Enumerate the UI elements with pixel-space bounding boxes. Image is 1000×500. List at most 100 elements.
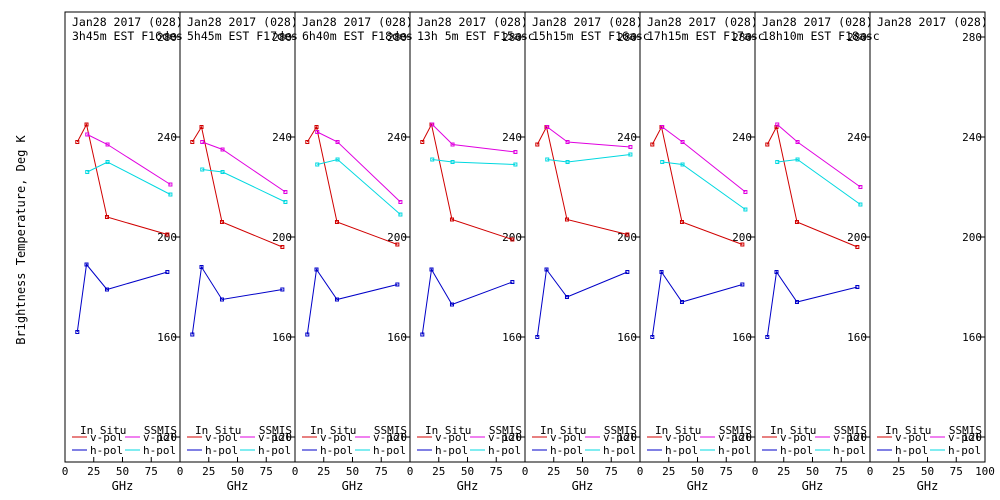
data-point: [545, 125, 550, 129]
legend-label: h-pol: [143, 444, 176, 457]
panel-title-time: 18h10m EST F18asc: [762, 29, 880, 43]
legend-label: v-pol: [373, 431, 406, 444]
legend-label: v-pol: [435, 431, 468, 444]
y-tick-label: 200: [272, 231, 292, 244]
x-tick-label: 25: [547, 465, 560, 478]
legend-label: h-pol: [665, 444, 698, 457]
x-tick-label: 50: [691, 465, 704, 478]
x-tick-label: 75: [605, 465, 618, 478]
legend-header-in-situ: In Situ: [195, 424, 241, 437]
data-point: [335, 140, 340, 144]
y-tick-label: 200: [962, 231, 982, 244]
y-tick-label: 200: [387, 231, 407, 244]
y-tick-label: 200: [617, 231, 637, 244]
legend-label: h-pol: [373, 444, 406, 457]
series-line: [317, 158, 401, 215]
data-point: [219, 297, 224, 302]
series-ssmis-h-pol: [545, 152, 633, 164]
x-tick-label: 75: [835, 465, 848, 478]
legend-header-ssmis: SSMIS: [949, 424, 982, 437]
y-tick-label: 120: [387, 431, 407, 444]
data-point: [679, 220, 684, 224]
x-tick-label: 0: [637, 465, 644, 478]
data-point: [75, 330, 80, 334]
data-point: [165, 270, 170, 274]
data-point: [395, 242, 400, 247]
x-tick-label: 50: [346, 465, 359, 478]
x-tick-label: 25: [432, 465, 445, 478]
legend-label: v-pol: [143, 431, 176, 444]
series-in-situ-v-pol: [765, 125, 860, 249]
data-point: [660, 160, 665, 164]
data-point: [743, 207, 748, 212]
legend-label: h-pol: [90, 444, 123, 457]
data-point: [280, 245, 285, 249]
x-axis-label: GHz: [342, 479, 364, 493]
series-line: [432, 159, 516, 165]
data-point: [334, 297, 339, 302]
series-line: [547, 154, 631, 163]
series-line: [651, 270, 743, 338]
series-line: [536, 268, 628, 338]
legend-header-in-situ: In Situ: [425, 424, 471, 437]
series-line: [306, 268, 398, 335]
data-point: [168, 182, 173, 187]
data-point: [104, 287, 109, 292]
x-axis-label: GHz: [572, 479, 594, 493]
y-axis-label: Brightness Temperature, Deg K: [14, 134, 28, 344]
y-tick-label: 240: [387, 131, 407, 144]
series-in-situ-h-pol: [650, 270, 745, 339]
data-point: [200, 140, 205, 144]
y-tick-label: 160: [502, 331, 522, 344]
data-point: [510, 237, 515, 242]
x-tick-label: 75: [950, 465, 963, 478]
data-point: [450, 160, 455, 164]
panel-title-date: Jan28 2017 (028): [417, 15, 528, 29]
x-tick-label: 0: [292, 465, 299, 478]
legend-label: h-pol: [258, 444, 291, 457]
panel-title-date: Jan28 2017 (028): [302, 15, 413, 29]
data-point: [680, 140, 685, 144]
panel-8: Jan28 2017 (028) 120 160 200 240 280 0 25 50 75 10…: [867, 11, 995, 493]
data-point: [740, 282, 745, 287]
legend-label: h-pol: [320, 444, 353, 457]
data-point: [305, 332, 310, 337]
x-axis-label: GHz: [917, 479, 939, 493]
legend-label: v-pol: [718, 431, 751, 444]
data-point: [84, 122, 89, 127]
x-tick-label: 25: [892, 465, 905, 478]
data-point: [283, 200, 288, 204]
x-axis-label: GHz: [457, 479, 479, 493]
legend-label: h-pol: [435, 444, 468, 457]
x-tick-label: 75: [145, 465, 158, 478]
data-point: [660, 125, 665, 129]
legend-header-ssmis: SSMIS: [259, 424, 292, 437]
series-line: [777, 158, 861, 205]
series-line: [536, 125, 628, 235]
x-tick-label: 0: [752, 465, 759, 478]
legend-label: h-pol: [718, 444, 751, 457]
panel-title-date: Jan28 2017 (028): [647, 15, 758, 29]
legend-label: v-pol: [90, 431, 123, 444]
series-line: [766, 125, 858, 248]
series-ssmis-h-pol: [775, 157, 863, 207]
data-point: [395, 282, 400, 287]
y-tick-label: 160: [387, 331, 407, 344]
panel-title-time: 5h45m EST F17des: [187, 29, 298, 43]
data-point: [398, 200, 403, 204]
data-point: [84, 262, 89, 267]
series-ssmis-h-pol: [315, 157, 403, 217]
data-point: [565, 160, 570, 164]
panel-4: Jan28 2017 (028)13h 5m EST F15asc 120 160 2…: [407, 11, 535, 493]
x-tick-label: 0: [407, 465, 414, 478]
x-tick-label: 0: [867, 465, 874, 478]
panel-title-date: Jan28 2017 (028): [72, 15, 183, 29]
series-line: [776, 124, 861, 188]
legend-label: v-pol: [948, 431, 981, 444]
series-ssmis-v-pol: [430, 122, 518, 154]
x-tick-label: 50: [806, 465, 819, 478]
y-tick-label: 280: [847, 31, 867, 44]
